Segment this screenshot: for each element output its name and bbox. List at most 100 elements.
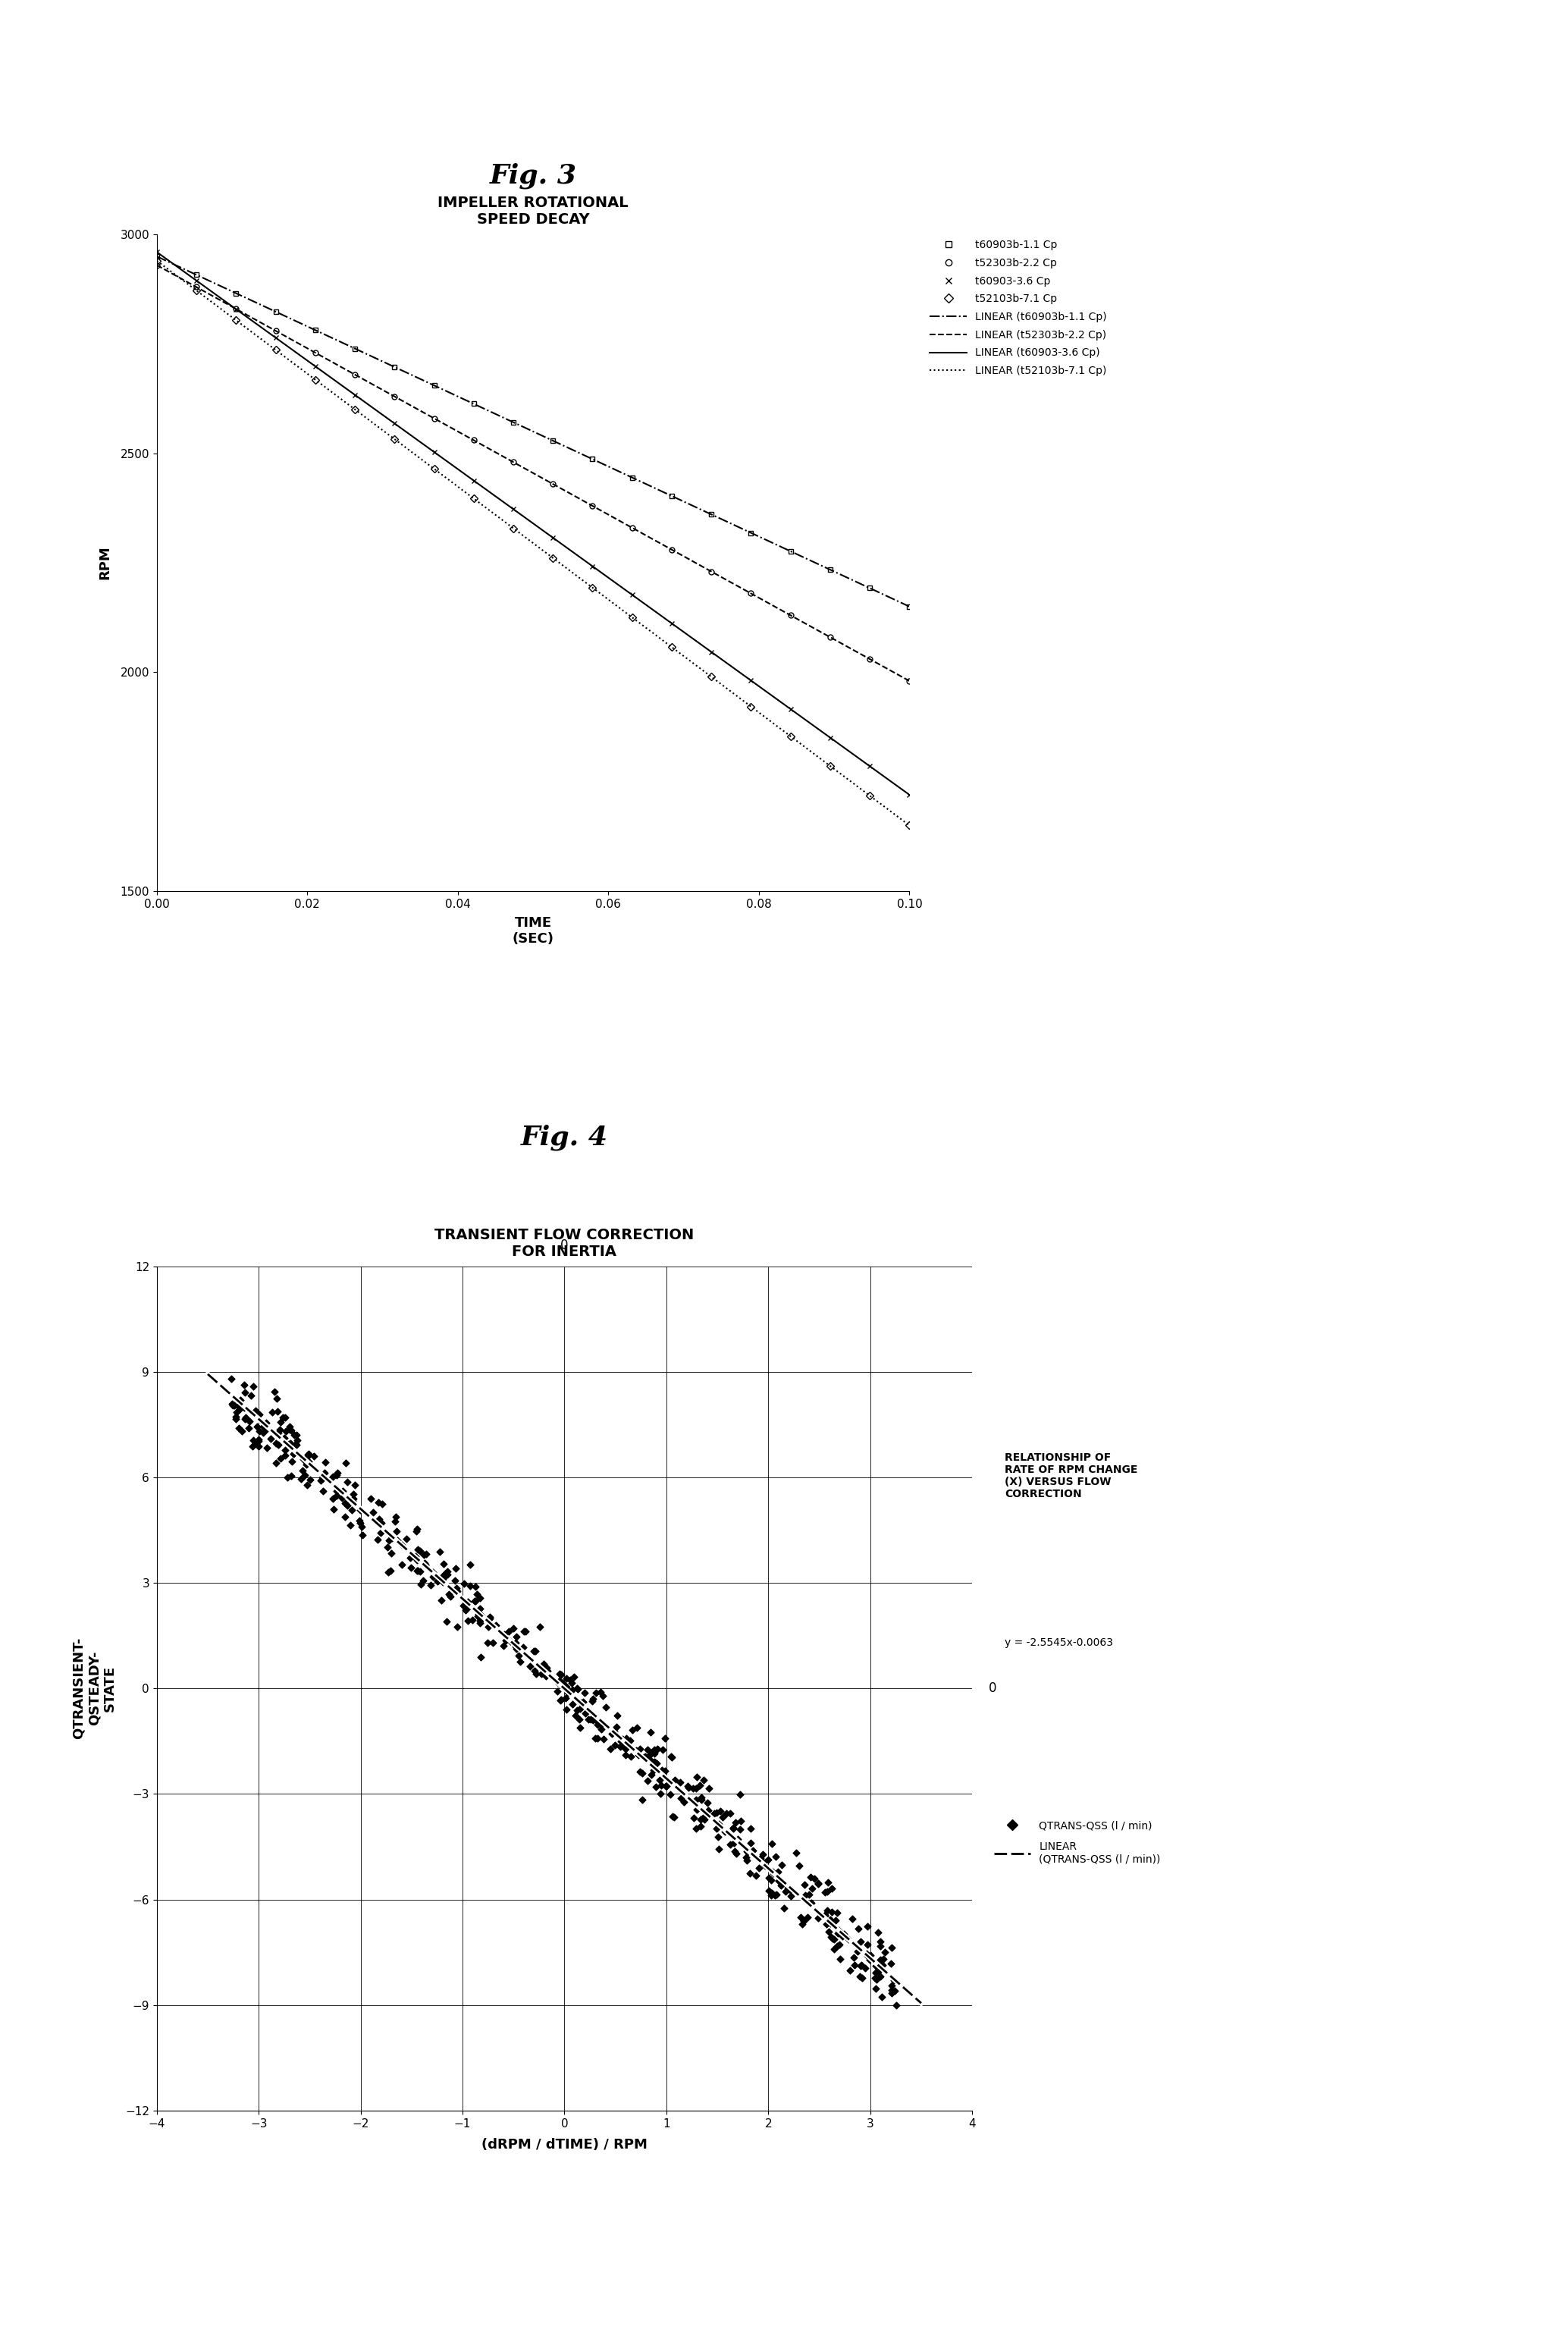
QTRANS-QSS (l / min) xyxy=(527,1609,552,1646)
QTRANS-QSS (l / min) xyxy=(524,1656,549,1693)
QTRANS-QSS (l / min) xyxy=(759,1862,784,1899)
QTRANS-QSS (l / min) xyxy=(241,1367,267,1405)
QTRANS-QSS (l / min) xyxy=(872,1939,897,1977)
QTRANS-QSS (l / min) xyxy=(434,1602,459,1639)
QTRANS-QSS (l / min) xyxy=(278,1426,303,1463)
QTRANS-QSS (l / min) xyxy=(872,1935,897,1972)
QTRANS-QSS (l / min) xyxy=(560,1665,585,1702)
QTRANS-QSS (l / min) xyxy=(238,1377,263,1414)
QTRANS-QSS (l / min) xyxy=(368,1503,394,1541)
QTRANS-QSS (l / min) xyxy=(419,1566,444,1604)
QTRANS-QSS (l / min) xyxy=(550,1665,575,1702)
QTRANS-QSS (l / min) xyxy=(756,1841,781,1878)
QTRANS-QSS (l / min) xyxy=(818,1902,844,1939)
QTRANS-QSS (l / min) xyxy=(568,1700,593,1738)
QTRANS-QSS (l / min) xyxy=(848,1958,873,1996)
QTRANS-QSS (l / min) xyxy=(855,1937,880,1974)
QTRANS-QSS (l / min) xyxy=(734,1831,759,1869)
QTRANS-QSS (l / min) xyxy=(768,1846,793,1883)
QTRANS-QSS (l / min) xyxy=(662,1761,687,1799)
QTRANS-QSS (l / min) xyxy=(867,1958,892,1996)
QTRANS-QSS (l / min) xyxy=(627,1731,652,1768)
QTRANS-QSS (l / min) xyxy=(739,1810,764,1848)
QTRANS-QSS (l / min) xyxy=(469,1597,494,1634)
QTRANS-QSS (l / min) xyxy=(425,1562,450,1599)
QTRANS-QSS (l / min) xyxy=(691,1801,717,1838)
QTRANS-QSS (l / min) xyxy=(491,1627,516,1665)
QTRANS-QSS (l / min) xyxy=(223,1400,248,1437)
QTRANS-QSS (l / min) xyxy=(405,1552,430,1590)
QTRANS-QSS (l / min) xyxy=(721,1810,746,1848)
QTRANS-QSS (l / min) xyxy=(426,1534,452,1571)
QTRANS-QSS (l / min) xyxy=(359,1480,384,1517)
QTRANS-QSS (l / min) xyxy=(226,1388,251,1426)
QTRANS-QSS (l / min) xyxy=(295,1445,320,1482)
QTRANS-QSS (l / min) xyxy=(564,1670,590,1707)
QTRANS-QSS (l / min) xyxy=(444,1569,469,1606)
QTRANS-QSS (l / min) xyxy=(659,1775,684,1813)
QTRANS-QSS (l / min) xyxy=(723,1803,748,1841)
Text: RELATIONSHIP OF
RATE OF RPM CHANGE
(X) VERSUS FLOW
CORRECTION: RELATIONSHIP OF RATE OF RPM CHANGE (X) V… xyxy=(1005,1452,1138,1498)
QTRANS-QSS (l / min) xyxy=(259,1393,284,1430)
QTRANS-QSS (l / min) xyxy=(475,1623,500,1660)
QTRANS-QSS (l / min) xyxy=(684,1780,709,1817)
QTRANS-QSS (l / min) xyxy=(301,1437,326,1475)
QTRANS-QSS (l / min) xyxy=(648,1766,673,1803)
QTRANS-QSS (l / min) xyxy=(845,1909,870,1946)
QTRANS-QSS (l / min) xyxy=(641,1742,666,1780)
QTRANS-QSS (l / min) xyxy=(792,1867,817,1904)
QTRANS-QSS (l / min) xyxy=(431,1545,456,1583)
QTRANS-QSS (l / min) xyxy=(295,1437,320,1475)
QTRANS-QSS (l / min) xyxy=(405,1510,430,1548)
QTRANS-QSS (l / min) xyxy=(569,1684,594,1721)
QTRANS-QSS (l / min) xyxy=(726,1820,751,1857)
QTRANS-QSS (l / min) xyxy=(321,1491,347,1529)
QTRANS-QSS (l / min) xyxy=(463,1583,488,1620)
QTRANS-QSS (l / min) xyxy=(869,1928,894,1965)
QTRANS-QSS (l / min) xyxy=(279,1442,304,1480)
QTRANS-QSS (l / min) xyxy=(688,1782,713,1820)
QTRANS-QSS (l / min) xyxy=(605,1695,630,1733)
QTRANS-QSS (l / min) xyxy=(259,1421,284,1459)
QTRANS-QSS (l / min) xyxy=(492,1616,517,1653)
QTRANS-QSS (l / min) xyxy=(638,1714,663,1752)
QTRANS-QSS (l / min) xyxy=(379,1520,405,1557)
QTRANS-QSS (l / min) xyxy=(704,1794,729,1831)
QTRANS-QSS (l / min) xyxy=(815,1892,840,1930)
Y-axis label: RPM: RPM xyxy=(99,546,111,579)
QTRANS-QSS (l / min) xyxy=(342,1466,367,1503)
QTRANS-QSS (l / min) xyxy=(240,1428,265,1466)
QTRANS-QSS (l / min) xyxy=(339,1491,364,1529)
QTRANS-QSS (l / min) xyxy=(433,1555,458,1592)
QTRANS-QSS (l / min) xyxy=(348,1491,373,1529)
QTRANS-QSS (l / min) xyxy=(554,1691,579,1728)
Legend: t60903b-1.1 Cp, t52303b-2.2 Cp, t60903-3.6 Cp, t52103b-7.1 Cp, LINEAR (t60903b-1: t60903b-1.1 Cp, t52303b-2.2 Cp, t60903-3… xyxy=(930,239,1107,375)
QTRANS-QSS (l / min) xyxy=(522,1651,547,1688)
QTRANS-QSS (l / min) xyxy=(797,1876,822,1914)
QTRANS-QSS (l / min) xyxy=(880,1972,905,2010)
QTRANS-QSS (l / min) xyxy=(549,1656,574,1693)
QTRANS-QSS (l / min) xyxy=(312,1454,337,1491)
QTRANS-QSS (l / min) xyxy=(648,1761,673,1799)
QTRANS-QSS (l / min) xyxy=(279,1412,304,1449)
QTRANS-QSS (l / min) xyxy=(405,1552,430,1590)
QTRANS-QSS (l / min) xyxy=(728,1803,753,1841)
QTRANS-QSS (l / min) xyxy=(227,1391,252,1428)
QTRANS-QSS (l / min) xyxy=(296,1435,321,1473)
QTRANS-QSS (l / min) xyxy=(765,1853,790,1890)
QTRANS-QSS (l / min) xyxy=(384,1513,409,1550)
QTRANS-QSS (l / min) xyxy=(273,1430,298,1468)
QTRANS-QSS (l / min) xyxy=(433,1557,458,1595)
QTRANS-QSS (l / min) xyxy=(701,1794,726,1831)
QTRANS-QSS (l / min) xyxy=(511,1613,536,1651)
QTRANS-QSS (l / min) xyxy=(342,1480,367,1517)
QTRANS-QSS (l / min) xyxy=(789,1906,814,1944)
QTRANS-QSS (l / min) xyxy=(383,1503,408,1541)
QTRANS-QSS (l / min) xyxy=(735,1834,760,1871)
QTRANS-QSS (l / min) xyxy=(445,1609,470,1646)
QTRANS-QSS (l / min) xyxy=(367,1501,392,1538)
QTRANS-QSS (l / min) xyxy=(560,1670,585,1707)
QTRANS-QSS (l / min) xyxy=(475,1609,500,1646)
QTRANS-QSS (l / min) xyxy=(837,1951,862,1989)
QTRANS-QSS (l / min) xyxy=(641,1733,666,1770)
